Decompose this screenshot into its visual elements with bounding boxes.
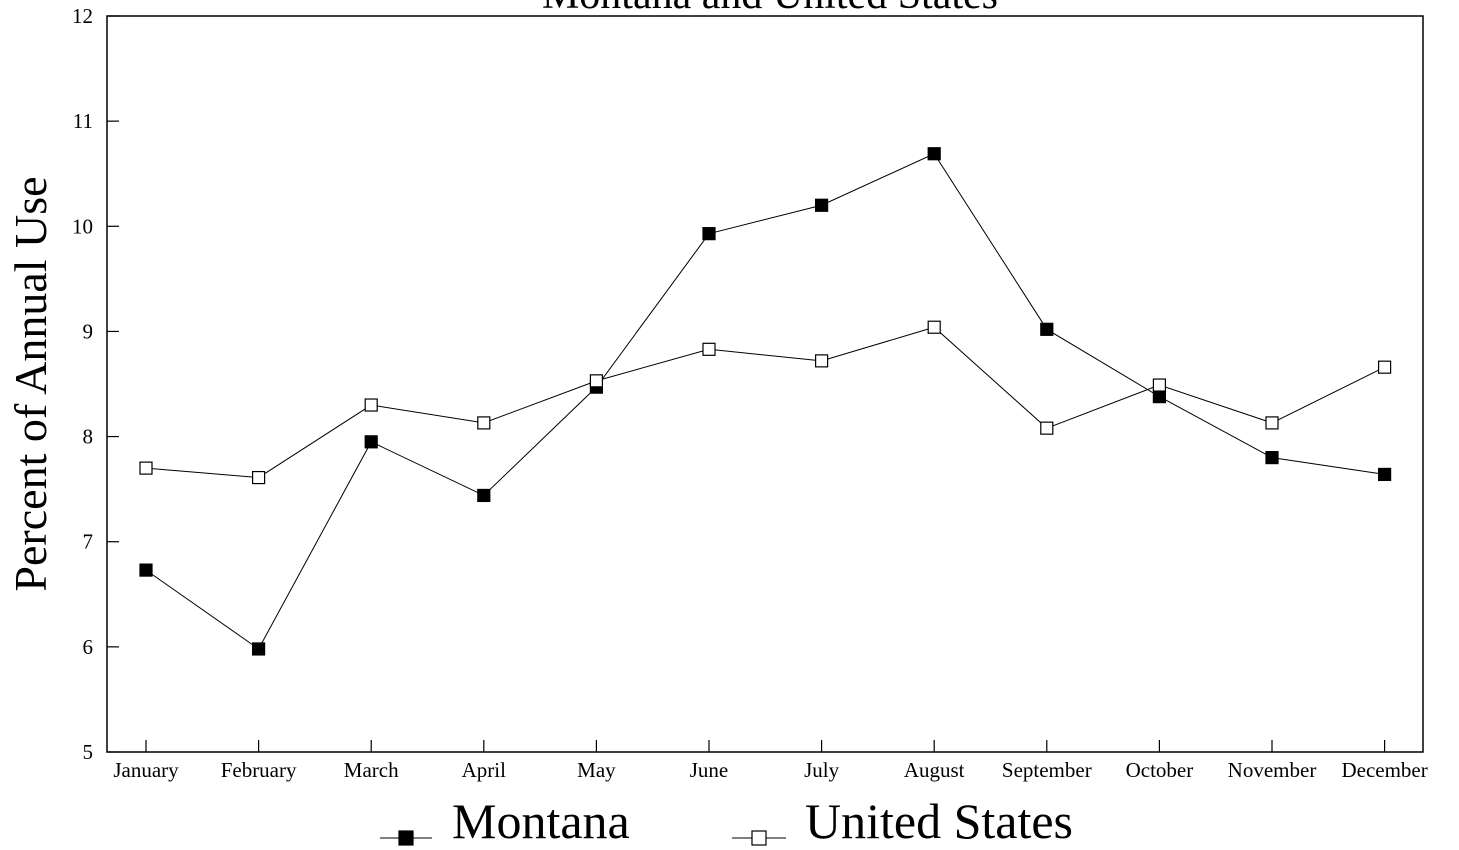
data-point — [927, 320, 941, 334]
data-point — [1152, 390, 1167, 404]
data-point — [1377, 467, 1392, 482]
series-layer — [139, 147, 1392, 656]
y-tick-label: 11 — [73, 109, 93, 133]
x-tick-label: September — [1002, 758, 1092, 782]
chart-title: Montana and United States — [542, 0, 998, 18]
y-tick-label: 10 — [72, 214, 93, 238]
data-point — [139, 461, 153, 475]
data-point — [1377, 360, 1392, 374]
data-point — [1040, 322, 1054, 336]
legend-marker — [398, 830, 414, 846]
data-point — [1265, 416, 1279, 430]
data-point — [1152, 378, 1167, 392]
legend-item: United States — [732, 793, 1073, 849]
x-tick-label: July — [804, 758, 840, 782]
x-tick-label: March — [344, 758, 399, 782]
y-tick-label: 6 — [83, 635, 94, 659]
legend-marker — [751, 830, 767, 846]
x-tick-label: April — [462, 758, 506, 782]
x-tick-label: December — [1341, 758, 1427, 782]
x-tick-label: February — [221, 758, 297, 782]
plot-frame — [106, 15, 1424, 753]
x-tick-label: May — [577, 758, 616, 782]
data-point — [477, 416, 491, 430]
x-tick-label: November — [1228, 758, 1317, 782]
data-point — [702, 227, 716, 241]
legend-label: United States — [805, 793, 1073, 849]
x-tick-label: August — [904, 758, 965, 782]
data-point — [814, 354, 829, 368]
data-point — [814, 198, 829, 212]
data-point — [252, 470, 266, 485]
y-tick-label: 9 — [83, 319, 94, 343]
series-1 — [139, 147, 1392, 656]
x-tick-label: October — [1126, 758, 1194, 782]
series-line — [145, 153, 1385, 650]
y-axis-ticks: 5 6 7 8 9 10 11 12 — [72, 4, 119, 764]
y-tick-label: 5 — [83, 740, 94, 764]
data-point — [139, 563, 153, 577]
data-point — [1265, 451, 1279, 465]
legend-item: Montana — [380, 793, 630, 849]
legend-label: Montana — [452, 793, 630, 849]
y-tick-label: 7 — [83, 530, 94, 554]
data-point — [364, 435, 378, 449]
data-point — [364, 398, 378, 412]
y-tick-label: 8 — [83, 425, 94, 449]
series-line — [145, 326, 1385, 479]
data-point — [589, 374, 604, 388]
data-point — [702, 342, 716, 356]
data-point — [927, 147, 941, 161]
legend: Montana United States — [380, 793, 1073, 849]
y-axis-label: Percent of Annual Use — [5, 176, 56, 591]
data-point — [1040, 421, 1054, 435]
y-tick-label: 12 — [72, 4, 93, 28]
x-tick-label: June — [690, 758, 729, 782]
x-tick-label: January — [113, 758, 179, 782]
data-point — [252, 642, 266, 656]
data-point — [477, 488, 491, 503]
series-2 — [139, 320, 1392, 485]
x-axis-ticks: January February March April May June July Augu… — [113, 740, 1428, 782]
